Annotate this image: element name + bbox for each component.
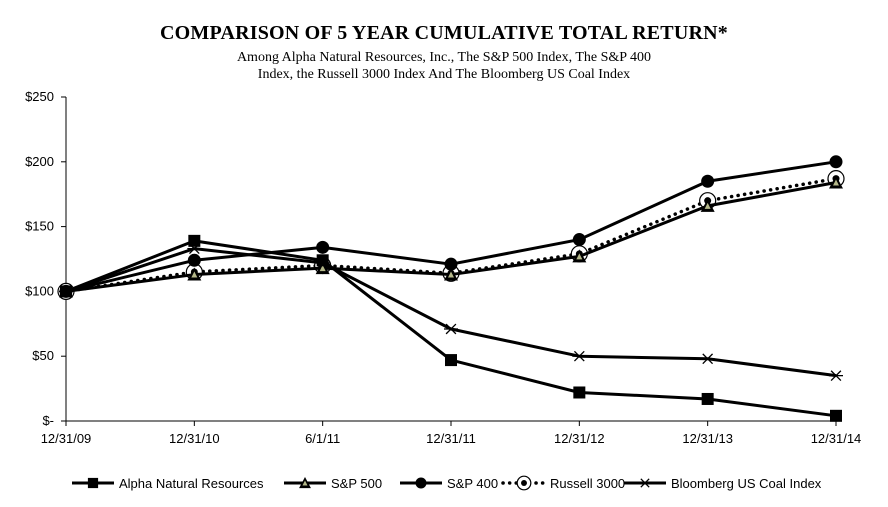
data-point bbox=[59, 284, 73, 298]
circle-shape bbox=[701, 174, 715, 188]
legend-marker bbox=[87, 477, 99, 489]
square-shape bbox=[573, 386, 586, 399]
data-point bbox=[701, 174, 715, 188]
data-point bbox=[830, 409, 842, 422]
circle-shape bbox=[316, 240, 330, 254]
chart-title: COMPARISON OF 5 YEAR CUMULATIVE TOTAL RE… bbox=[160, 22, 728, 44]
asterisk-stroke bbox=[573, 350, 585, 362]
series-s-p-500 bbox=[59, 175, 843, 298]
data-point bbox=[444, 257, 458, 271]
legend-item-bloomberg-us-coal-index: Bloomberg US Coal Index bbox=[624, 476, 822, 491]
legend-label: Alpha Natural Resources bbox=[119, 476, 264, 491]
series-s-p-400 bbox=[59, 155, 843, 298]
data-point bbox=[829, 370, 843, 381]
data-point bbox=[444, 323, 458, 335]
square-shape bbox=[316, 254, 329, 267]
asterisk-stroke bbox=[702, 353, 714, 365]
x-tick-label: 12/31/10 bbox=[169, 431, 220, 446]
legend-item-s-p-500: S&P 500 bbox=[284, 476, 382, 491]
data-point bbox=[445, 354, 457, 367]
legend-item-russell-3000: Russell 3000 bbox=[501, 475, 625, 491]
x-tick-label: 12/31/12 bbox=[554, 431, 605, 446]
circle-shape bbox=[829, 155, 843, 169]
legend-marker bbox=[639, 478, 651, 488]
triangle-inner bbox=[191, 271, 198, 278]
data-point bbox=[572, 249, 587, 263]
square-shape bbox=[701, 392, 714, 405]
triangle-inner bbox=[833, 179, 839, 186]
x-tick-label: 12/31/09 bbox=[41, 431, 92, 446]
data-point bbox=[701, 392, 714, 405]
data-point bbox=[829, 175, 843, 189]
data-point bbox=[700, 198, 715, 212]
y-tick-label: $250 bbox=[25, 89, 54, 104]
square-shape bbox=[188, 234, 201, 247]
dot-shape bbox=[521, 480, 527, 486]
square-shape bbox=[87, 477, 99, 489]
data-point bbox=[188, 234, 201, 247]
x-tick-label: 12/31/11 bbox=[426, 431, 476, 446]
data-point bbox=[187, 253, 201, 267]
triangle-inner bbox=[576, 253, 583, 260]
triangle-inner bbox=[302, 480, 308, 486]
y-tick-label: $50 bbox=[32, 348, 54, 363]
legend-item-s-p-400: S&P 400 bbox=[400, 476, 498, 491]
legend-marker bbox=[415, 477, 427, 489]
y-axis-ticks: $- $50 $100 $150 $200 $250 bbox=[25, 89, 66, 428]
data-point bbox=[700, 353, 715, 365]
circle-shape bbox=[187, 253, 201, 267]
asterisk-stroke bbox=[640, 478, 650, 488]
legend-marker bbox=[516, 475, 532, 491]
data-point bbox=[573, 386, 586, 399]
data-point bbox=[187, 267, 202, 281]
asterisk-stroke bbox=[445, 323, 457, 335]
y-tick-label: $100 bbox=[25, 283, 54, 298]
chart-subtitle-line-1: Among Alpha Natural Resources, Inc., The… bbox=[236, 50, 652, 65]
legend-label: Bloomberg US Coal Index bbox=[671, 476, 822, 491]
triangle-inner bbox=[704, 202, 711, 209]
data-point bbox=[572, 350, 587, 362]
x-tick-label: 12/31/14 bbox=[811, 431, 862, 446]
x-axis-ticks: 12/31/09 12/31/10 6/1/11 12/31/11 12/31/12 12… bbox=[41, 421, 862, 446]
data-point bbox=[444, 267, 458, 281]
circle-shape bbox=[59, 284, 73, 298]
series-layer bbox=[57, 155, 845, 422]
x-tick-label: 6/1/11 bbox=[305, 431, 340, 446]
y-tick-label: $150 bbox=[25, 219, 54, 234]
data-point bbox=[315, 261, 330, 275]
circle-shape bbox=[444, 257, 458, 271]
legend-marker bbox=[299, 477, 311, 489]
data-point bbox=[316, 240, 330, 254]
legend-label: Russell 3000 bbox=[550, 476, 625, 491]
legend-label: S&P 500 bbox=[331, 476, 382, 491]
data-point bbox=[829, 155, 843, 169]
circle-shape bbox=[572, 233, 586, 247]
circle-shape bbox=[415, 477, 427, 489]
triangle-inner bbox=[448, 271, 454, 278]
x-tick-label: 12/31/13 bbox=[682, 431, 733, 446]
y-tick-label: $- bbox=[42, 413, 54, 428]
legend-item-alpha-natural-resources: Alpha Natural Resources bbox=[72, 476, 264, 491]
y-tick-label: $200 bbox=[25, 154, 54, 169]
legend: Alpha Natural Resources S&P 500 S&P 400 Rus… bbox=[72, 475, 822, 491]
chart-subtitle-line-2: Index, the Russell 3000 Index And The Bl… bbox=[257, 67, 631, 82]
data-point bbox=[316, 254, 329, 267]
asterisk-stroke bbox=[830, 370, 842, 381]
square-shape bbox=[830, 409, 842, 422]
square-shape bbox=[445, 354, 457, 367]
data-point bbox=[572, 233, 586, 247]
triangle-inner bbox=[319, 265, 326, 272]
legend-label: S&P 400 bbox=[447, 476, 498, 491]
